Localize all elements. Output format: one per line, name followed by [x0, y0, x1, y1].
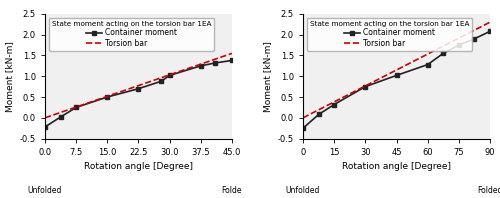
Container moment — [104, 96, 110, 98]
Container moment — [440, 52, 446, 54]
Container moment — [229, 59, 235, 62]
Container moment — [136, 88, 141, 90]
Container moment — [487, 30, 493, 32]
Container moment — [166, 74, 172, 77]
Container moment — [394, 74, 400, 77]
Container moment — [73, 106, 79, 109]
Container moment — [331, 103, 337, 106]
Line: Container moment: Container moment — [301, 29, 492, 130]
Line: Container moment: Container moment — [43, 58, 234, 129]
X-axis label: Rotation angle [Degree]: Rotation angle [Degree] — [342, 162, 451, 171]
Container moment — [300, 127, 306, 129]
Container moment — [42, 126, 48, 128]
Container moment — [198, 65, 204, 67]
Container moment — [472, 38, 478, 40]
Container moment — [362, 86, 368, 88]
Container moment — [456, 44, 462, 46]
Container moment — [316, 113, 322, 116]
Container moment — [424, 63, 430, 66]
Legend: Container moment, Torsion bar: Container moment, Torsion bar — [307, 18, 472, 51]
Y-axis label: Moment [kN-m]: Moment [kN-m] — [264, 41, 272, 112]
Container moment — [212, 62, 218, 64]
Container moment — [158, 80, 164, 82]
X-axis label: Rotation angle [Degree]: Rotation angle [Degree] — [84, 162, 193, 171]
Container moment — [58, 116, 64, 118]
Legend: Container moment, Torsion bar: Container moment, Torsion bar — [49, 18, 214, 51]
Text: Unfolded: Unfolded — [28, 186, 62, 195]
Y-axis label: Moment [kN-m]: Moment [kN-m] — [6, 41, 15, 112]
Text: Folde: Folde — [222, 186, 242, 195]
Text: Unfolded: Unfolded — [286, 186, 320, 195]
Text: Folded: Folded — [478, 186, 500, 195]
